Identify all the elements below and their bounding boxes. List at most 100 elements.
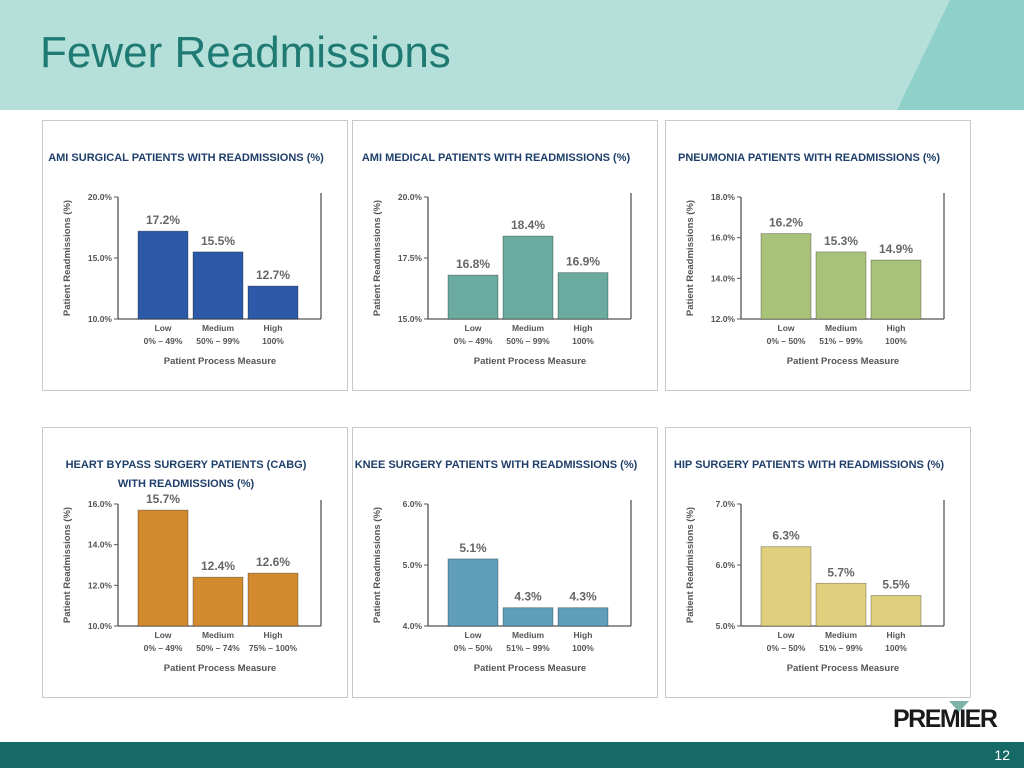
category-label: Low [465, 323, 482, 333]
y-tick-label: 20.0% [88, 192, 113, 202]
bar-1 [815, 582, 867, 627]
chart-pneumonia: PNEUMONIA PATIENTS WITH READMISSIONS (%)… [665, 120, 971, 391]
category-label: Medium [512, 323, 545, 333]
chart-title: WITH READMISSIONS (%) [118, 478, 255, 490]
chart-title: HIP SURGERY PATIENTS WITH READMISSIONS (… [674, 459, 944, 471]
category-label: Low [778, 323, 795, 333]
y-axis-label: Patient Readmissions (%) [62, 200, 73, 316]
bar-0 [760, 546, 812, 627]
y-tick-label: 15.0% [88, 253, 113, 263]
category-label: Medium [825, 323, 858, 333]
category-label: High [887, 630, 906, 640]
category-label: Medium [512, 630, 545, 640]
y-tick-label: 10.0% [88, 621, 113, 631]
category-label: Low [155, 323, 172, 333]
y-axis-label: Patient Readmissions (%) [685, 507, 696, 623]
bar-2 [247, 572, 299, 627]
category-label: 0% – 49% [144, 643, 183, 653]
category-label: 100% [572, 643, 594, 653]
x-axis-label: Patient Process Measure [787, 356, 899, 367]
category-label: 0% – 50% [454, 643, 493, 653]
y-tick-label: 18.0% [711, 192, 736, 202]
x-axis-label: Patient Process Measure [164, 356, 276, 367]
x-axis-label: Patient Process Measure [474, 663, 586, 674]
page-number: 12 [994, 747, 1010, 763]
bar-2 [557, 607, 609, 627]
bar-0 [137, 230, 189, 320]
chart-hip-surgery: HIP SURGERY PATIENTS WITH READMISSIONS (… [665, 427, 971, 698]
category-label: 50% – 99% [196, 336, 240, 346]
bar-2 [870, 595, 922, 627]
category-label: 50% – 74% [196, 643, 240, 653]
bar-1 [502, 235, 554, 320]
category-label: Low [155, 630, 172, 640]
bar-value-label: 5.5% [882, 578, 910, 592]
bar-0 [137, 509, 189, 627]
category-label: 100% [885, 336, 907, 346]
bar-1 [192, 251, 244, 320]
category-label: Low [465, 630, 482, 640]
category-label: 100% [885, 643, 907, 653]
chart-heart-bypass: HEART BYPASS SURGERY PATIENTS (CABG) WITH… [42, 427, 348, 698]
bar-value-label: 12.6% [256, 555, 290, 569]
bar-value-label: 5.7% [827, 565, 855, 579]
bar-value-label: 5.1% [459, 541, 487, 555]
bar-value-label: 6.3% [772, 529, 800, 543]
bar-value-label: 16.9% [566, 255, 600, 269]
y-axis-label: Patient Readmissions (%) [685, 200, 696, 316]
x-axis-label: Patient Process Measure [474, 356, 586, 367]
bar-0 [760, 233, 812, 320]
category-label: 0% – 50% [767, 643, 806, 653]
y-tick-label: 15.0% [398, 314, 423, 324]
y-axis-label: Patient Readmissions (%) [372, 507, 383, 623]
category-label: High [574, 630, 593, 640]
y-tick-label: 5.0% [716, 621, 736, 631]
page-title: Fewer Readmissions [40, 28, 451, 77]
category-label: 100% [262, 336, 284, 346]
category-label: High [574, 323, 593, 333]
category-label: 51% – 99% [819, 643, 863, 653]
x-axis-label: Patient Process Measure [787, 663, 899, 674]
chart-title: KNEE SURGERY PATIENTS WITH READMISSIONS … [355, 459, 638, 471]
premier-logo: PREMIER [893, 701, 1005, 735]
bar-value-label: 16.8% [456, 257, 490, 271]
y-tick-label: 16.0% [88, 499, 113, 509]
y-tick-label: 5.0% [403, 560, 423, 570]
bar-value-label: 12.4% [201, 559, 235, 573]
category-label: 51% – 99% [819, 336, 863, 346]
category-label: Medium [825, 630, 858, 640]
x-axis-label: Patient Process Measure [164, 663, 276, 674]
chart-ami-surgical: AMI SURGICAL PATIENTS WITH READMISSIONS … [42, 120, 348, 391]
y-tick-label: 6.0% [403, 499, 423, 509]
bar-value-label: 4.3% [569, 590, 597, 604]
bar-2 [557, 272, 609, 320]
header-band: Fewer Readmissions [0, 0, 1024, 110]
bar-value-label: 4.3% [514, 590, 542, 604]
footer-bar: 12 [0, 742, 1024, 768]
y-tick-label: 12.0% [711, 314, 736, 324]
y-tick-label: 20.0% [398, 192, 423, 202]
y-tick-label: 17.5% [398, 253, 423, 263]
chart-title: PNEUMONIA PATIENTS WITH READMISSIONS (%) [678, 152, 940, 164]
y-tick-label: 7.0% [716, 499, 736, 509]
y-tick-label: 14.0% [88, 540, 113, 550]
bar-value-label: 12.7% [256, 268, 290, 282]
chart-title: AMI MEDICAL PATIENTS WITH READMISSIONS (… [362, 152, 631, 164]
category-label: 0% – 49% [144, 336, 183, 346]
logo-wordmark: PREMIER [893, 705, 998, 733]
bar-0 [447, 558, 499, 627]
y-tick-label: 4.0% [403, 621, 423, 631]
bar-value-label: 18.4% [511, 218, 545, 232]
category-label: Medium [202, 630, 235, 640]
y-tick-label: 14.0% [711, 273, 736, 283]
category-label: High [264, 323, 283, 333]
y-tick-label: 10.0% [88, 314, 113, 324]
logo-chevron-icon [949, 701, 969, 712]
bar-value-label: 14.9% [879, 242, 913, 256]
y-tick-label: 12.0% [88, 580, 113, 590]
category-label: 0% – 50% [767, 336, 806, 346]
chart-title: HEART BYPASS SURGERY PATIENTS (CABG) [66, 459, 307, 471]
category-label: High [887, 323, 906, 333]
chart-title: AMI SURGICAL PATIENTS WITH READMISSIONS … [48, 152, 324, 164]
bar-1 [502, 607, 554, 627]
